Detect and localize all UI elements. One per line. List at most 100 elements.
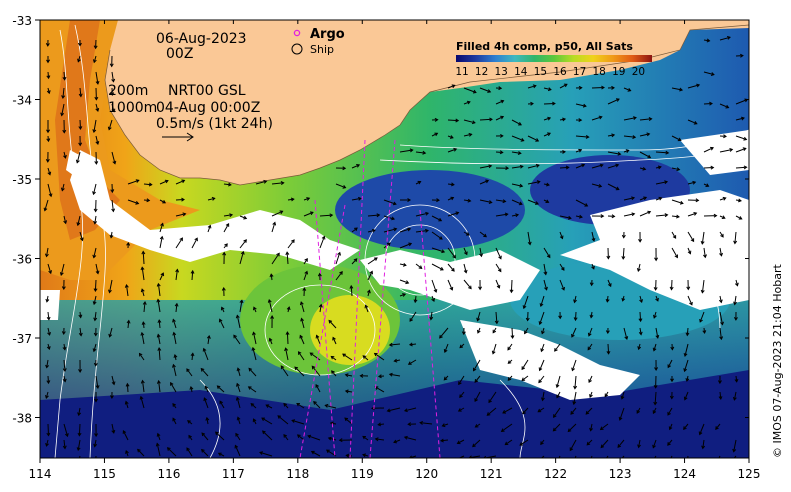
current-vector [591,183,602,187]
current-vector-head [77,412,82,417]
current-vector-head [93,288,98,293]
current-vector-head [700,289,705,294]
current-vector-head [686,461,689,464]
current-vector-head [588,379,592,384]
current-vector-head [519,442,524,446]
current-vector [415,212,429,217]
current-vector [479,180,489,185]
current-vector [671,87,683,91]
current-vector-head [422,150,427,155]
current-vector [93,295,97,305]
current-vector [524,327,529,334]
current-vector [271,182,284,185]
current-vector-head [621,234,626,239]
current-vector-head [606,350,611,355]
current-vector-head [636,409,641,414]
colorbar-title: Filled 4h comp, p50, All Sats [456,40,633,53]
current-vector [307,435,321,441]
current-vector [653,455,657,458]
current-vector-head [156,379,161,384]
current-vector-head [94,433,99,438]
current-vector [486,407,497,416]
current-vector [140,396,145,409]
current-vector-head [450,182,455,187]
current-vector-head [77,432,82,437]
current-vector-head [719,252,723,257]
current-vector-head [743,136,748,141]
current-vector [511,165,523,169]
current-vector [667,359,673,368]
current-vector [607,279,612,287]
current-vector [586,439,593,446]
current-vector [235,433,241,441]
current-vector-head [672,235,677,239]
current-vector [472,439,481,447]
current-vector-head [259,451,264,455]
current-vector [447,84,455,89]
current-vector [574,375,577,389]
current-vector-head [587,332,592,337]
current-vector-head [468,285,472,290]
current-vector-head [602,462,605,465]
current-vector-head [535,461,538,464]
current-vector-head [433,288,438,293]
current-vector [408,359,417,365]
current-vector [126,284,129,297]
current-vector-head [43,207,48,212]
current-vector-head [740,116,745,121]
current-vector [345,390,353,393]
current-vector-head [461,331,466,336]
current-vector [639,196,647,201]
current-vector [543,117,551,121]
current-vector-head [639,299,643,304]
current-vector-head [243,215,248,220]
current-vector-head [187,420,191,424]
current-vector-head [388,372,393,377]
current-vector [505,439,513,446]
current-vector-head [451,84,456,89]
current-vector [444,343,449,353]
current-vector-head [126,241,131,246]
current-vector-head [441,423,446,428]
current-vector-head [407,198,412,203]
current-vector [479,247,482,257]
current-vector [335,271,343,281]
current-vector-head [510,335,515,339]
current-vector [393,439,401,443]
current-vector-head [181,197,185,202]
colorbar-tick-label: 18 [593,66,606,78]
current-vector-head [605,298,610,303]
current-vector-head [572,401,577,406]
colorbar-tick-label: 19 [612,66,625,78]
current-vector [607,134,615,137]
current-vector-head [46,129,51,134]
current-vector-head [46,59,51,64]
current-vector [527,181,540,185]
current-vector [671,135,682,141]
current-vector-head [94,398,98,403]
current-vector-head [638,318,643,323]
current-vector-head [156,333,161,338]
current-vector-head [174,302,179,307]
current-vector [93,343,97,352]
current-vector-head [235,432,239,437]
current-vector-head [265,404,270,408]
current-vector [94,279,97,292]
current-vector [271,222,276,233]
current-vector-head [122,430,127,434]
current-vector [510,279,513,293]
current-vector-head [59,272,64,277]
current-vector-head [677,137,682,142]
current-vector-head [408,242,413,247]
current-vector-head [669,286,674,291]
current-vector [285,348,289,361]
current-vector [702,439,705,449]
current-vector [543,263,547,275]
current-vector-head [631,212,636,217]
current-vector-head [140,331,145,336]
current-vector [521,375,529,381]
current-vector-head [324,403,329,408]
current-vector-head [452,254,456,259]
current-vector [186,447,193,457]
current-vector-head [358,196,362,201]
